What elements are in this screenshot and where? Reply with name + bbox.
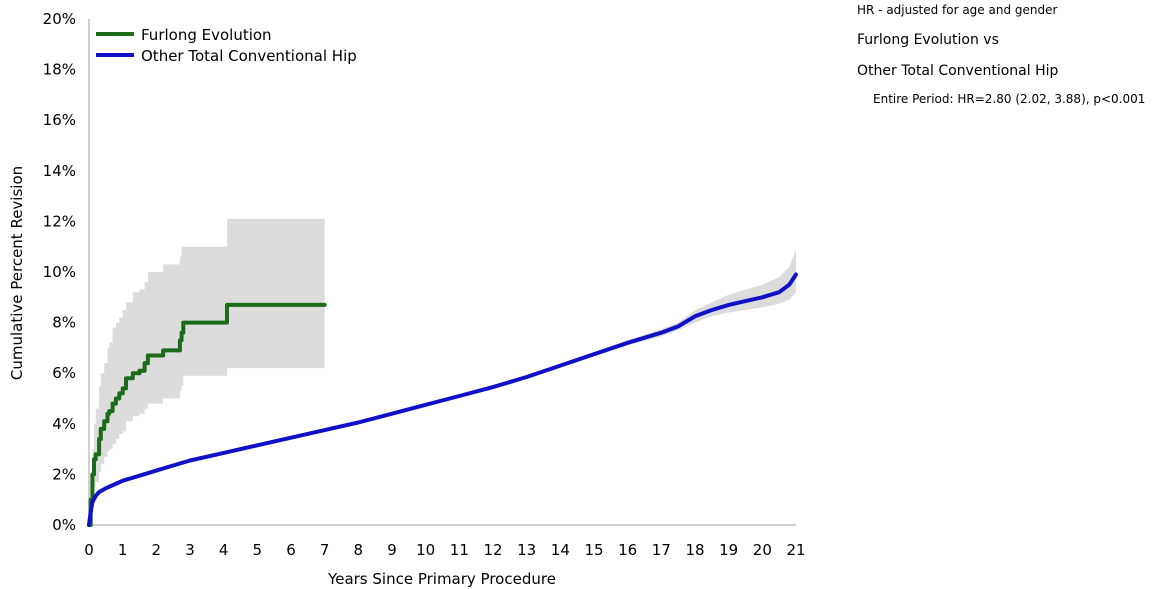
x-tick-label: 2 <box>152 541 162 559</box>
y-tick-label: 12% <box>43 212 76 230</box>
x-tick-label: 1 <box>118 541 128 559</box>
y-tick-label: 16% <box>43 111 76 129</box>
series-line-furlong-evolution <box>87 302 327 527</box>
hr-comparison-line2: Other Total Conventional Hip <box>857 63 1059 79</box>
x-tick-label: 12 <box>483 541 502 559</box>
x-tick-label: 0 <box>84 541 94 559</box>
x-tick-label: 19 <box>719 541 738 559</box>
x-tick-label: 11 <box>450 541 469 559</box>
x-tick-label: 9 <box>387 541 397 559</box>
y-tick-label: 20% <box>43 10 76 28</box>
y-tick-label: 6% <box>52 364 76 382</box>
hr-entire-period: Entire Period: HR=2.80 (2.02, 3.88), p<0… <box>873 92 1146 106</box>
x-tick-label: 18 <box>685 541 704 559</box>
survival-curves <box>87 272 798 527</box>
y-axis-title: Cumulative Percent Revision <box>8 166 26 380</box>
y-tick-label: 14% <box>43 162 76 180</box>
hr-comparison-line1: Furlong Evolution vs <box>857 32 999 48</box>
confidence-bands <box>89 218 796 525</box>
x-tick-label: 4 <box>219 541 229 559</box>
x-tick-label: 10 <box>416 541 435 559</box>
x-tick-label: 14 <box>551 541 570 559</box>
legend-label-other-total-conventional-hip: Other Total Conventional Hip <box>141 47 357 65</box>
x-tick-label: 5 <box>253 541 263 559</box>
x-tick-label: 6 <box>286 541 296 559</box>
y-tick-label: 0% <box>52 516 76 534</box>
legend: Furlong Evolution Other Total Convention… <box>96 26 357 65</box>
series-line-other-total-conventional-hip <box>87 272 798 527</box>
x-tick-label: 3 <box>185 541 195 559</box>
axes <box>88 19 796 526</box>
legend-label-furlong-evolution: Furlong Evolution <box>141 26 272 44</box>
hr-title: HR - adjusted for age and gender <box>857 3 1058 17</box>
x-tick-label: 21 <box>786 541 805 559</box>
x-tick-label: 7 <box>320 541 330 559</box>
x-tick-label: 8 <box>354 541 364 559</box>
y-tick-label: 18% <box>43 61 76 79</box>
x-tick-label: 15 <box>584 541 603 559</box>
x-axis-title: Years Since Primary Procedure <box>327 570 556 588</box>
x-tick-label: 17 <box>652 541 671 559</box>
ci-band-furlong-evolution <box>89 218 325 525</box>
y-tick-label: 2% <box>52 465 76 483</box>
x-tick-label: 20 <box>753 541 772 559</box>
x-tick-label: 16 <box>618 541 637 559</box>
x-tick-label: 13 <box>517 541 536 559</box>
y-tick-label: 4% <box>52 415 76 433</box>
y-tick-label: 8% <box>52 314 76 332</box>
y-tick-label: 10% <box>43 263 76 281</box>
tick-labels: 0 1 2 3 4 5 6 7 8 9 10 11 12 13 14 15 16 17 18 19 20 210%2%4%… <box>43 10 806 559</box>
